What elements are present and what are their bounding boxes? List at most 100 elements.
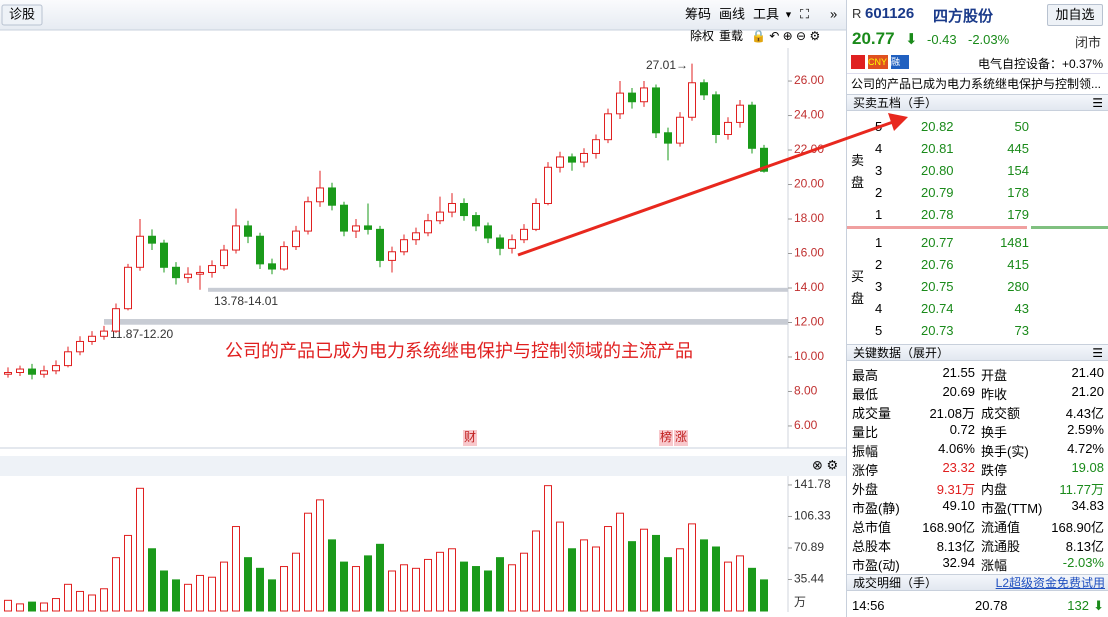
volume-bar [148,548,156,612]
volume-bar [280,566,288,612]
candle-body [16,368,24,373]
candle-body [556,156,564,168]
fullscreen-icon[interactable]: ⛶ [799,6,810,21]
add-button[interactable]: 加自选 [1047,4,1103,26]
volume-bar [712,546,720,612]
level: 2 [875,185,883,200]
volume-bar [496,557,504,612]
candle-body [148,235,156,244]
candle-body [88,335,96,342]
marker[interactable]: 榜 [660,429,672,444]
badge: 融 [891,55,909,69]
high-label: 27.01→ [646,58,688,72]
candle-body [520,228,528,241]
marker[interactable]: 财 [464,430,476,444]
dropdown-icon[interactable]: ▼ [784,9,793,19]
volume-bar [292,552,300,612]
candle-body [748,104,756,149]
candle-body [628,92,636,103]
candle-body [580,152,588,163]
tab-label: 诊股 [9,6,35,21]
book-volume: 1481 [1000,235,1029,250]
promo-link[interactable]: L2超级资金免费试用 [995,576,1105,590]
volume-bar [196,574,204,612]
tool[interactable]: 画线 [719,6,745,21]
book-price: 20.80 [921,163,954,178]
candle-body [652,87,660,134]
volume-bar [412,567,420,612]
book-price: 20.73 [921,323,954,338]
volume-bar [16,603,24,612]
book-volume: 179 [1007,207,1029,222]
candle-body [76,340,84,353]
section-title[interactable]: 关键数据（展开） [853,346,950,360]
menu-icon[interactable]: ☰ [1092,346,1103,360]
key-label: 外盘 [852,482,879,497]
tool[interactable]: 重载 [719,29,743,43]
book-price: 20.74 [921,301,954,316]
price-zone [208,287,788,292]
key-value: 168.90亿 [922,520,975,535]
key-value: -2.03% [1062,555,1104,570]
candle-body [568,156,576,163]
candle-body [724,121,732,136]
key-value: 21.55 [942,365,975,380]
tool[interactable]: 筹码 [685,6,711,21]
key-value: 34.83 [1071,498,1104,513]
candle-body [124,266,132,310]
marker-bg [463,430,477,446]
book-volume: 280 [1007,279,1029,294]
pct: -2.03% [968,32,1010,47]
change: -0.43 [927,32,957,47]
y-tick-label: 18.00 [794,211,824,225]
tab[interactable] [1,4,43,26]
section-title: 买卖五档（手） [853,96,938,110]
candle-body [232,225,240,251]
tool[interactable]: 工具 [753,6,779,21]
candle-body [40,370,48,375]
key-value: 2.59% [1067,422,1104,437]
icons[interactable]: 🔒 ↶ ⊕ ⊖ ⚙ [751,29,820,43]
key-label: 换手(实) [981,444,1029,459]
candle-body [364,225,372,230]
key-label: 市盈(TTM) [981,501,1043,516]
menu-icon[interactable]: ☰ [1092,96,1103,110]
key-label: 开盘 [981,368,1008,383]
candle-body [472,215,480,227]
volume-bar [520,552,528,612]
volume-bar [652,534,660,612]
trade-arrow: ⬇ [1093,598,1104,613]
volume-bar [124,534,132,612]
volume-bar [508,564,516,612]
key-label: 最高 [852,368,879,383]
chart-area: 诊股 筹码 画线 工具 ▼ ⛶ » 除权 重载 🔒 ↶ ⊕ ⊖ ⚙ ⊗ ⚙ 6.… [0,0,846,612]
candle-body [688,82,696,118]
candle-body [712,94,720,136]
candle-body [100,330,108,337]
volume-bar [388,570,396,612]
candle-body [268,263,276,270]
tool[interactable]: 除权 [690,28,714,43]
candle-body [4,371,12,375]
section-header: 买卖五档（手） ☰ [847,94,1108,111]
y-tick-label: 8.00 [794,384,818,398]
candle-body [448,202,456,213]
level: 1 [875,235,883,250]
trade-price: 20.78 [975,598,1008,613]
volume-bar [748,567,756,612]
candle-body [544,166,552,204]
close-icon[interactable]: ⊗ ⚙ [812,457,838,472]
marker[interactable]: 涨 [675,429,687,444]
volume-bar [160,570,168,612]
candle-body [220,249,228,267]
y-tick-label: 35.44 [794,572,824,586]
volume-bar [76,590,84,612]
key-label: 换手 [981,425,1008,440]
collapse-icon[interactable]: » [830,6,837,21]
candle-body [532,202,540,230]
toolbar [0,0,846,30]
book-price: 20.79 [921,185,954,200]
candle-body [484,225,492,239]
key-label: 总市值 [852,520,892,535]
key-label: 内盘 [981,482,1008,497]
